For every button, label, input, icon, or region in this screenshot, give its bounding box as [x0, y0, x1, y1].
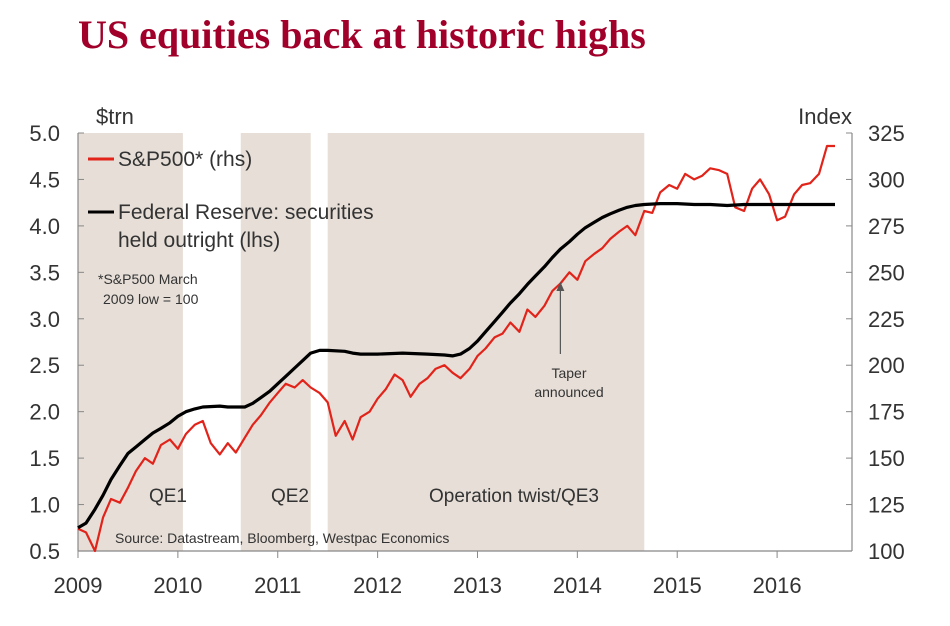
left-tick-label-3: 3.5: [29, 260, 60, 285]
right-tick-label-9: 100: [868, 539, 905, 564]
annotation-taper-line1: Taper: [551, 365, 586, 381]
source-note: Source: Datastream, Bloomberg, Westpac E…: [115, 530, 449, 546]
shaded-period-1: [240, 133, 311, 551]
legend-label-fed-line1: Federal Reserve: securities: [118, 201, 374, 224]
period-label-operation-twist: Operation twist/QE3: [429, 486, 599, 507]
right-tick-label-2: 275: [868, 214, 905, 239]
left-tick-label-6: 2.0: [29, 400, 60, 425]
left-tick-label-2: 4.0: [29, 214, 60, 239]
x-tick-label-5: 2014: [553, 573, 602, 598]
right-tick-label-8: 125: [868, 493, 905, 518]
right-tick-label-1: 300: [868, 167, 905, 192]
right-tick-label-4: 225: [868, 307, 905, 332]
right-tick-label-3: 250: [868, 260, 905, 285]
x-tick-label-7: 2016: [753, 573, 802, 598]
left-tick-label-0: 5.0: [29, 121, 60, 146]
right-tick-label-6: 175: [868, 400, 905, 425]
x-tick-label-0: 2009: [54, 573, 103, 598]
axes: [77, 133, 853, 552]
right-tick-label-5: 200: [868, 353, 905, 378]
annotation-arrow: [556, 282, 565, 354]
period-label-qe1: QE1: [149, 486, 187, 507]
footnote-line2: 2009 low = 100: [103, 291, 199, 307]
legend-label-fed-line2: held outright (lhs): [118, 229, 280, 252]
right-axis-unit: Index: [798, 104, 852, 129]
right-axis-ticks: 325 300 275 250 225 200 175 150 125 100: [846, 121, 905, 564]
left-tick-label-5: 2.5: [29, 353, 60, 378]
series-fed-securities-line: [77, 202, 835, 530]
annotation-arrow-head: [556, 282, 565, 292]
left-tick-label-7: 1.5: [29, 446, 60, 471]
x-axis-ticks: 2009 2010 2011 2012 2013 2014 2015 2016: [54, 551, 802, 598]
legend-label-sp500: S&P500* (rhs): [118, 148, 252, 171]
shaded-periods: [78, 133, 645, 551]
legend: S&P500* (rhs) Federal Reserve: securitie…: [88, 148, 374, 252]
left-tick-label-8: 1.0: [29, 493, 60, 518]
left-tick-label-1: 4.5: [29, 167, 60, 192]
x-tick-label-1: 2010: [153, 573, 202, 598]
left-axis-ticks: 5.0 4.5 4.0 3.5 3.0 2.5 2.0 1.5 1.0 0.5: [29, 121, 84, 564]
chart-title: US equities back at historic highs: [78, 12, 646, 57]
left-tick-label-9: 0.5: [29, 539, 60, 564]
left-tick-label-4: 3.0: [29, 307, 60, 332]
annotation-taper-line2: announced: [534, 384, 603, 400]
x-tick-label-4: 2013: [453, 573, 502, 598]
series-layer: [77, 144, 835, 553]
x-tick-label-3: 2012: [353, 573, 402, 598]
left-axis-unit: $trn: [96, 104, 134, 129]
period-label-qe2: QE2: [271, 486, 309, 507]
shaded-period-2: [327, 133, 645, 551]
x-tick-label-2: 2011: [254, 573, 301, 598]
right-tick-label-0: 325: [868, 121, 905, 146]
footnote-line1: *S&P500 March: [98, 271, 198, 287]
series-sp500-line: [77, 144, 835, 553]
x-tick-label-6: 2015: [653, 573, 702, 598]
right-tick-label-7: 150: [868, 446, 905, 471]
